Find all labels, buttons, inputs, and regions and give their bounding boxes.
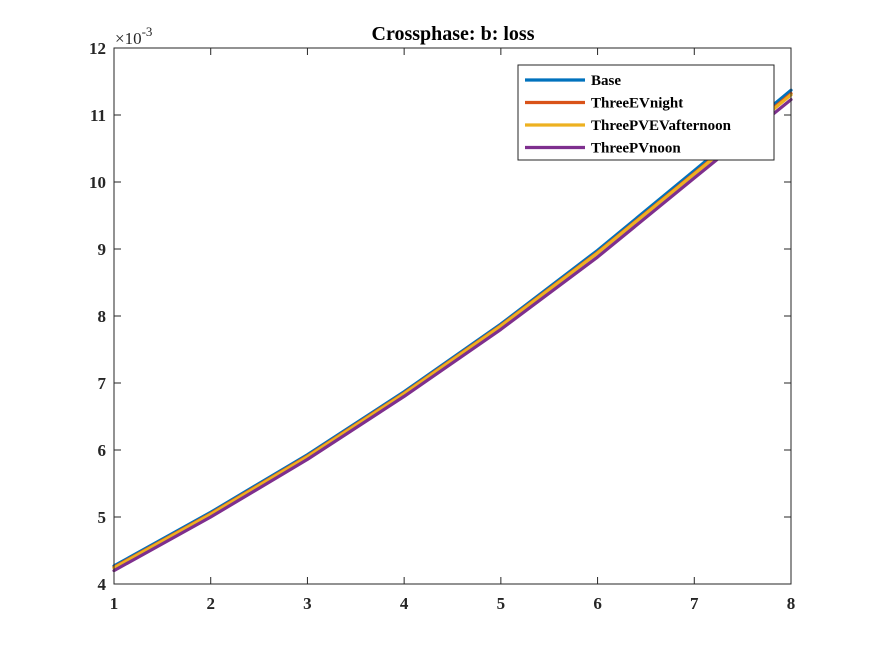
y-tick-label: 9 xyxy=(98,240,107,259)
y-tick-label: 8 xyxy=(98,307,107,326)
y-tick-label: 10 xyxy=(89,173,106,192)
x-tick-label: 3 xyxy=(303,594,312,613)
legend-entry: Base xyxy=(525,73,621,89)
x-tick-label: 2 xyxy=(206,594,215,613)
legend-label: ThreePVEVafternoon xyxy=(591,118,732,134)
y-axis-multiplier: ×10 xyxy=(115,29,142,48)
y-axis-exponent: ×10-3 xyxy=(115,24,152,48)
series-line-threepvnoon xyxy=(112,97,793,573)
x-tick-label: 5 xyxy=(497,594,506,613)
legend-entry: ThreePVEVafternoon xyxy=(525,118,732,134)
x-tick-label: 7 xyxy=(690,594,699,613)
series-line-threepvevafternoon xyxy=(112,93,793,570)
y-tick-label: 4 xyxy=(98,575,107,594)
legend-entry: ThreePVnoon xyxy=(525,141,681,157)
legend-label: Base xyxy=(591,73,621,89)
x-tick-label: 1 xyxy=(110,594,119,613)
axes-frame xyxy=(113,47,792,585)
legend: Base ThreeEVnight ThreePVEVafternoon ThreeP… xyxy=(517,64,775,161)
y-tick-label: 5 xyxy=(98,508,107,527)
svg-text:×10-3: ×10-3 xyxy=(115,24,152,48)
chart-title: Crossphase: b: loss xyxy=(372,23,535,45)
y-tick-label: 11 xyxy=(90,106,106,125)
y-tick-label: 12 xyxy=(89,39,106,58)
y-tick-label: 7 xyxy=(98,374,107,393)
x-tick-label: 8 xyxy=(787,594,796,613)
y-axis-exponent-value: -3 xyxy=(142,24,153,39)
legend-label: ThreeEVnight xyxy=(591,96,683,112)
legend-label: ThreePVnoon xyxy=(591,141,681,157)
y-tick-label: 6 xyxy=(98,441,107,460)
x-tick-label: 4 xyxy=(400,594,409,613)
x-tick-label: 6 xyxy=(593,594,602,613)
legend-entry: ThreeEVnight xyxy=(525,96,683,112)
